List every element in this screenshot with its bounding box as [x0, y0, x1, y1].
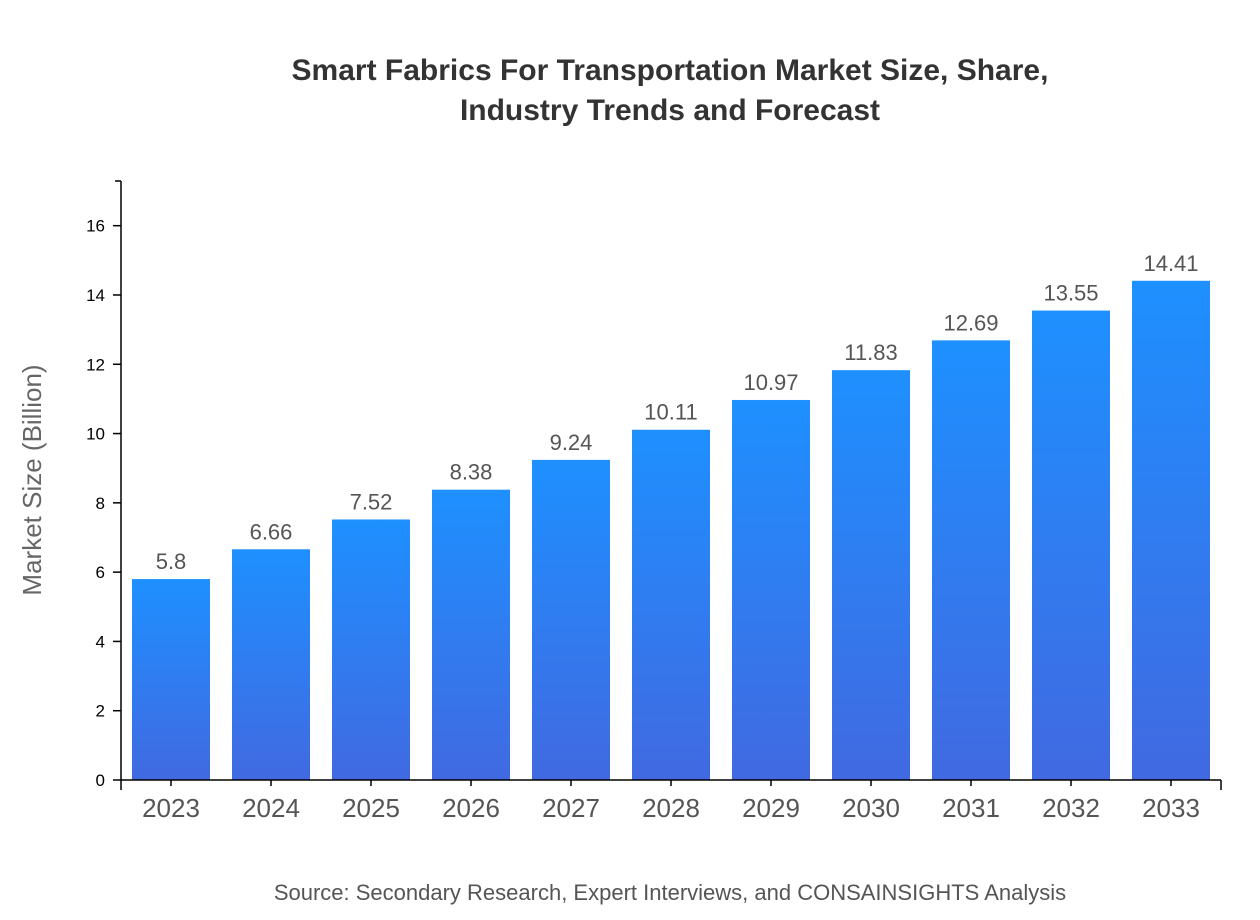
x-tick-label: 2032 — [1042, 793, 1100, 823]
bar-2030 — [832, 370, 910, 780]
bar-2028 — [632, 429, 710, 780]
bar-2033 — [1132, 280, 1210, 780]
y-tick-label: 2 — [96, 702, 105, 721]
y-axis-label: Market Size (Billion) — [17, 364, 47, 595]
y-tick-label: 8 — [96, 494, 105, 513]
y-tick-label: 4 — [96, 632, 105, 651]
data-label-2033: 14.41 — [1143, 251, 1198, 276]
y-tick-label: 16 — [86, 217, 105, 236]
x-tick-label: 2029 — [742, 793, 800, 823]
data-label-2025: 7.52 — [350, 489, 393, 514]
chart-title-line-2: Industry Trends and Forecast — [460, 94, 880, 127]
y-tick-label: 6 — [96, 563, 105, 582]
x-tick-label: 2023 — [142, 793, 200, 823]
source-note: Source: Secondary Research, Expert Inter… — [274, 880, 1066, 905]
x-tick-label: 2033 — [1142, 793, 1200, 823]
data-label-2030: 11.83 — [844, 340, 897, 365]
x-tick-label: 2025 — [342, 793, 400, 823]
bar-2026 — [432, 489, 510, 780]
data-label-2029: 10.97 — [743, 370, 798, 395]
x-tick-label: 2027 — [542, 793, 600, 823]
data-label-2024: 6.66 — [250, 519, 293, 544]
x-tick-label: 2024 — [242, 793, 300, 823]
data-label-2027: 9.24 — [550, 430, 593, 455]
x-tick-label: 2031 — [942, 793, 1000, 823]
x-tick-label: 2028 — [642, 793, 700, 823]
bar-2025 — [332, 519, 410, 780]
x-tick-label: 2026 — [442, 793, 500, 823]
bar-2027 — [532, 459, 610, 780]
data-label-2028: 10.11 — [644, 400, 697, 425]
data-label-2026: 8.38 — [450, 460, 493, 485]
y-tick-label: 14 — [86, 286, 105, 305]
data-label-2032: 13.55 — [1043, 281, 1098, 306]
bar-2024 — [232, 549, 310, 780]
x-tick-label: 2030 — [842, 793, 900, 823]
data-label-2023: 5.8 — [156, 549, 187, 574]
data-label-2031: 12.69 — [943, 310, 998, 335]
bar-2023 — [132, 579, 210, 780]
y-tick-label: 0 — [96, 771, 105, 790]
bar-2029 — [732, 399, 810, 780]
bar-2032 — [1032, 310, 1110, 780]
chart-title-line-1: Smart Fabrics For Transportation Market … — [292, 54, 1049, 87]
y-tick-label: 12 — [86, 355, 105, 374]
bar-2031 — [932, 340, 1010, 780]
y-tick-label: 10 — [86, 425, 105, 444]
